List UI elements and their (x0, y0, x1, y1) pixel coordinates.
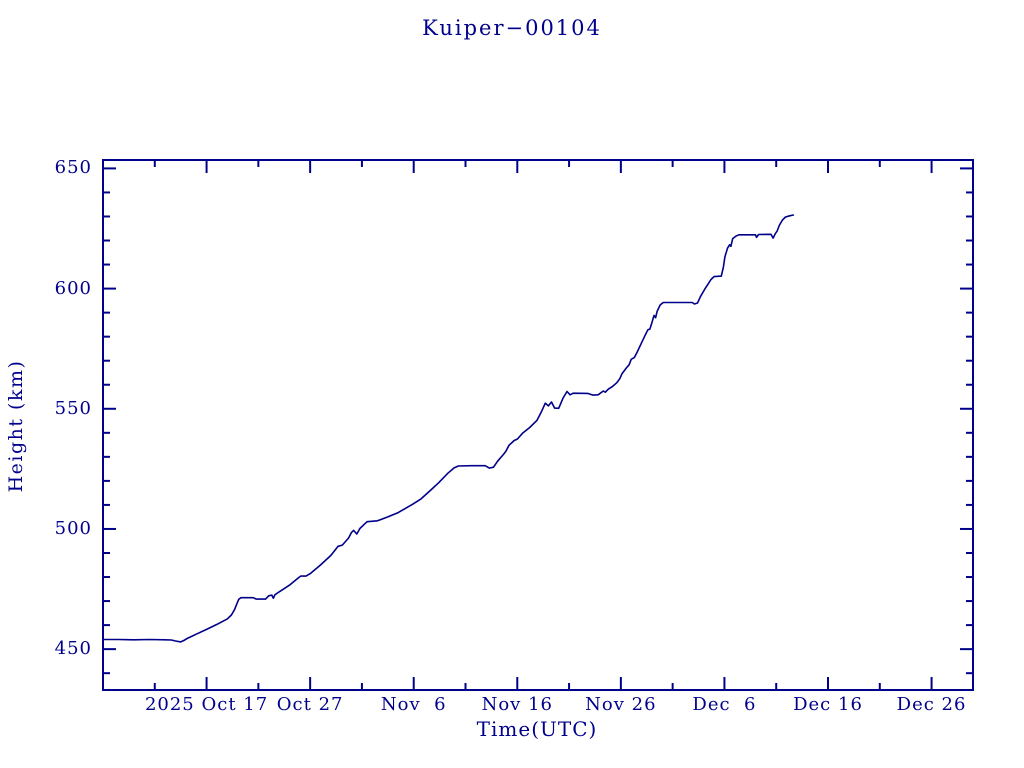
y-tick-label: 650 (54, 157, 92, 179)
x-tick-label: 2025 Oct 17 (144, 694, 269, 715)
height-series-line (102, 214, 795, 643)
x-tick-label: Dec 26 (896, 694, 967, 715)
x-axis-title: Time(UTC) (476, 717, 598, 741)
y-tick-label: 600 (54, 277, 92, 299)
x-tick-label: Nov 6 (380, 694, 447, 715)
x-tick-label: Nov 26 (585, 694, 657, 715)
axes-frame (102, 159, 974, 691)
x-tick-label: Dec 16 (793, 694, 863, 715)
y-tick-label: 450 (54, 638, 92, 660)
x-tick-label: Dec 6 (692, 694, 757, 715)
x-tick-label: Nov 16 (481, 694, 553, 715)
chart-title: Kuiper−00104 (422, 16, 602, 40)
y-tick-label: 500 (54, 517, 92, 539)
y-tick-label: 550 (54, 397, 92, 419)
x-tick-label: Oct 27 (276, 694, 344, 715)
